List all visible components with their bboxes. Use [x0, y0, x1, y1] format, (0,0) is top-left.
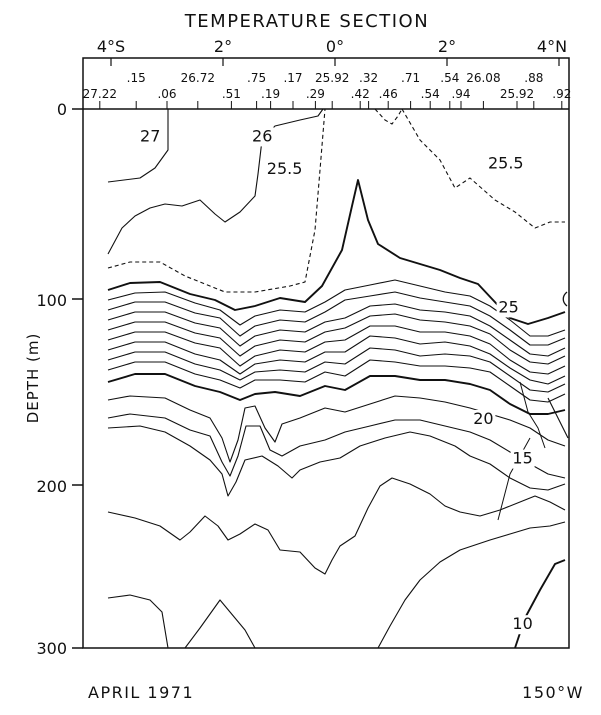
y-axis-label: DEPTH (m) — [24, 333, 42, 424]
isotherm-25 — [107, 179, 566, 325]
surface-temp-label: .15 — [127, 71, 146, 85]
surface-temp-label: .51 — [222, 87, 241, 101]
contour-label: 26 — [252, 126, 272, 145]
surface-temp-label: 25.92 — [500, 87, 534, 101]
lat-label: 2° — [438, 37, 456, 56]
surface-temp-label: .06 — [157, 87, 176, 101]
surface-temp-label: .54 — [421, 87, 440, 101]
surface-temp-label: .94 — [451, 87, 470, 101]
surface-temp-label: .29 — [306, 87, 325, 101]
chart-title: TEMPERATURE SECTION — [184, 11, 429, 32]
isotherm-fragment — [562, 291, 568, 307]
contour-label-bg — [484, 154, 527, 174]
surface-temp-label: .92 — [552, 87, 571, 101]
isotherm-15 — [107, 395, 566, 463]
label-leader — [519, 381, 546, 449]
y-ticks — [72, 108, 83, 649]
cruise-date: APRIL 1971 — [88, 683, 194, 702]
surface-temperature-labels: 27.22.15.0626.72.51.75.19.17.2925.92.42.… — [83, 71, 572, 101]
y-tick-label: 200 — [36, 477, 67, 496]
surface-temp-label: 25.92 — [315, 71, 349, 85]
y-tick-label: 300 — [36, 639, 67, 658]
plot-frame — [82, 57, 570, 649]
station-ticks — [99, 101, 563, 109]
contour-label: 25.5 — [488, 153, 524, 172]
isotherm-26 — [107, 108, 324, 255]
isotherm-contours — [107, 108, 569, 649]
longitude-label: 150°W — [522, 683, 584, 702]
surface-temp-label: .75 — [247, 71, 266, 85]
surface-temp-label: 27.22 — [83, 87, 117, 101]
y-tick-label: 100 — [36, 291, 67, 310]
isotherm-25.5 — [107, 108, 326, 293]
contour-label: 20 — [473, 409, 493, 428]
surface-temp-label: .17 — [283, 71, 302, 85]
surface-temp-label: .46 — [379, 87, 398, 101]
lat-label: 4°S — [97, 37, 125, 56]
surface-temp-label: 26.72 — [181, 71, 215, 85]
contour-label-bg — [496, 298, 521, 318]
contour-labels: 27 26 25.5 25.5 25 20 15 10 — [138, 126, 535, 635]
contour-label: 15 — [512, 449, 532, 468]
surface-temp-label: .88 — [524, 71, 543, 85]
lat-label: 2° — [214, 37, 232, 56]
surface-temp-label: .71 — [401, 71, 420, 85]
surface-temp-label: .42 — [351, 87, 370, 101]
contour-label-bg — [138, 127, 163, 147]
isotherm-27 — [107, 109, 169, 183]
isotherm-20 — [107, 373, 566, 415]
surface-temp-label: .19 — [261, 87, 280, 101]
contour-label: 25.5 — [267, 159, 303, 178]
surface-temp-label: .54 — [440, 71, 459, 85]
lat-label: 4°N — [537, 37, 567, 56]
contour-label: 10 — [512, 614, 532, 633]
contour-label-bg — [510, 449, 535, 469]
contour-label-bg — [510, 615, 535, 635]
contour-label-bg — [263, 159, 306, 179]
contour-label: 27 — [140, 126, 160, 145]
y-tick-label: 0 — [57, 100, 67, 119]
contour-label: 25 — [498, 297, 518, 316]
isotherm-10 — [514, 559, 566, 649]
contour-label-bg — [471, 410, 496, 429]
lat-ticks — [110, 58, 560, 66]
lat-label: 0° — [326, 37, 344, 56]
isotherm-25.5-east — [374, 108, 565, 229]
surface-temp-label: .32 — [359, 71, 378, 85]
contour-label-bg — [250, 127, 275, 147]
surface-temp-label: 26.08 — [466, 71, 500, 85]
